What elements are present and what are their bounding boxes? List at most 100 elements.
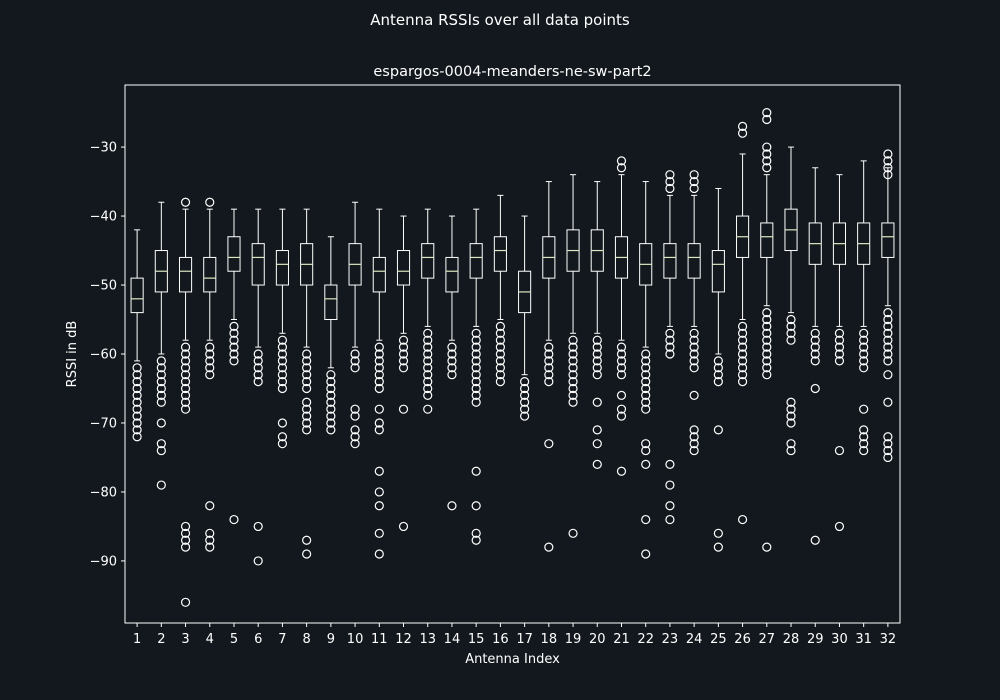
outlier-point bbox=[737, 356, 748, 366]
iqr-box bbox=[178, 256, 193, 293]
outlier-point bbox=[883, 342, 893, 352]
outlier-point bbox=[495, 356, 505, 366]
outlier-point bbox=[689, 390, 699, 400]
x-tick-label: 12 bbox=[395, 632, 412, 647]
outlier-point bbox=[665, 342, 675, 352]
outlier-point bbox=[641, 445, 651, 456]
outlier-point bbox=[859, 328, 869, 338]
outlier-point bbox=[398, 363, 409, 373]
outlier-point bbox=[302, 411, 312, 421]
outlier-point bbox=[689, 425, 699, 435]
outlier-point bbox=[132, 397, 142, 407]
outlier-point bbox=[544, 356, 554, 366]
outlier-point bbox=[326, 370, 336, 380]
x-tick-label: 14 bbox=[444, 632, 461, 647]
box-group bbox=[639, 181, 653, 559]
x-tick-label: 32 bbox=[880, 632, 897, 647]
outlier-point bbox=[786, 439, 796, 449]
outlier-point bbox=[859, 335, 869, 345]
outlier-point bbox=[277, 349, 288, 359]
outlier-point bbox=[277, 370, 288, 380]
outlier-point bbox=[689, 363, 699, 373]
outlier-point bbox=[423, 328, 433, 338]
outlier-point bbox=[495, 342, 505, 352]
outlier-point bbox=[737, 349, 748, 359]
outlier-point bbox=[859, 445, 869, 456]
outlier-point bbox=[713, 363, 723, 373]
x-tick-label: 31 bbox=[855, 632, 872, 647]
outlier-point bbox=[762, 114, 772, 125]
outlier-point bbox=[229, 335, 239, 345]
outlier-point bbox=[762, 342, 772, 352]
outlier-point bbox=[302, 549, 312, 559]
outlier-point bbox=[471, 390, 481, 400]
outlier-point bbox=[737, 370, 748, 380]
box-group bbox=[493, 194, 507, 387]
outlier-point bbox=[423, 370, 433, 380]
outlier-point bbox=[568, 397, 578, 407]
box-group bbox=[736, 121, 750, 525]
outlier-point bbox=[786, 445, 796, 456]
outlier-point bbox=[713, 528, 723, 538]
outlier-point bbox=[762, 107, 772, 118]
x-tick-label: 27 bbox=[759, 632, 776, 647]
iqr-box bbox=[711, 250, 725, 293]
outlier-point bbox=[592, 425, 602, 435]
outlier-point bbox=[834, 521, 845, 532]
outlier-point bbox=[205, 535, 215, 545]
box-group bbox=[154, 201, 168, 490]
outlier-point bbox=[374, 363, 384, 373]
box-group bbox=[227, 208, 241, 525]
outlier-point bbox=[374, 376, 384, 387]
box-group bbox=[711, 187, 725, 552]
outlier-point bbox=[132, 425, 142, 435]
outlier-point bbox=[205, 349, 215, 359]
iqr-box bbox=[687, 243, 701, 279]
box-group bbox=[566, 174, 580, 538]
box-group bbox=[881, 149, 895, 463]
x-tick-label: 21 bbox=[613, 632, 630, 647]
outlier-point bbox=[253, 521, 263, 532]
outlier-point bbox=[665, 459, 675, 469]
outlier-point bbox=[229, 356, 239, 366]
outlier-point bbox=[180, 521, 191, 532]
outlier-point bbox=[568, 356, 578, 366]
outlier-point bbox=[229, 342, 239, 352]
x-tick-label: 11 bbox=[371, 632, 388, 647]
outlier-point bbox=[520, 376, 530, 387]
outlier-point bbox=[810, 356, 820, 366]
outlier-point bbox=[592, 335, 602, 345]
iqr-box bbox=[663, 243, 677, 279]
x-tick-label: 17 bbox=[516, 632, 533, 647]
outlier-point bbox=[665, 514, 675, 525]
outlier-point bbox=[786, 418, 796, 428]
outlier-point bbox=[616, 349, 627, 359]
x-tick-label: 9 bbox=[327, 632, 335, 647]
outlier-point bbox=[180, 535, 191, 545]
outlier-point bbox=[205, 528, 215, 538]
outlier-point bbox=[568, 370, 578, 380]
outlier-point bbox=[229, 321, 239, 332]
x-tick-label: 29 bbox=[807, 632, 824, 647]
outlier-point bbox=[616, 411, 627, 421]
outlier-point bbox=[350, 439, 360, 449]
outlier-point bbox=[520, 404, 530, 414]
box-group bbox=[614, 156, 629, 476]
outlier-point bbox=[398, 404, 409, 414]
outlier-point bbox=[883, 328, 893, 338]
x-tick-label: 23 bbox=[662, 632, 679, 647]
box-group bbox=[275, 208, 289, 449]
x-tick-label: 26 bbox=[734, 632, 751, 647]
outlier-point bbox=[398, 349, 409, 359]
outlier-point bbox=[180, 404, 191, 414]
x-tick-label: 8 bbox=[303, 632, 311, 647]
outlier-point bbox=[568, 528, 578, 538]
outlier-point bbox=[302, 363, 312, 373]
outlier-point bbox=[592, 342, 602, 352]
outlier-point bbox=[689, 432, 699, 442]
outlier-point bbox=[205, 197, 215, 207]
outlier-point bbox=[277, 418, 288, 428]
outlier-point bbox=[423, 383, 433, 394]
outlier-point bbox=[471, 466, 481, 476]
outlier-point bbox=[883, 156, 893, 166]
